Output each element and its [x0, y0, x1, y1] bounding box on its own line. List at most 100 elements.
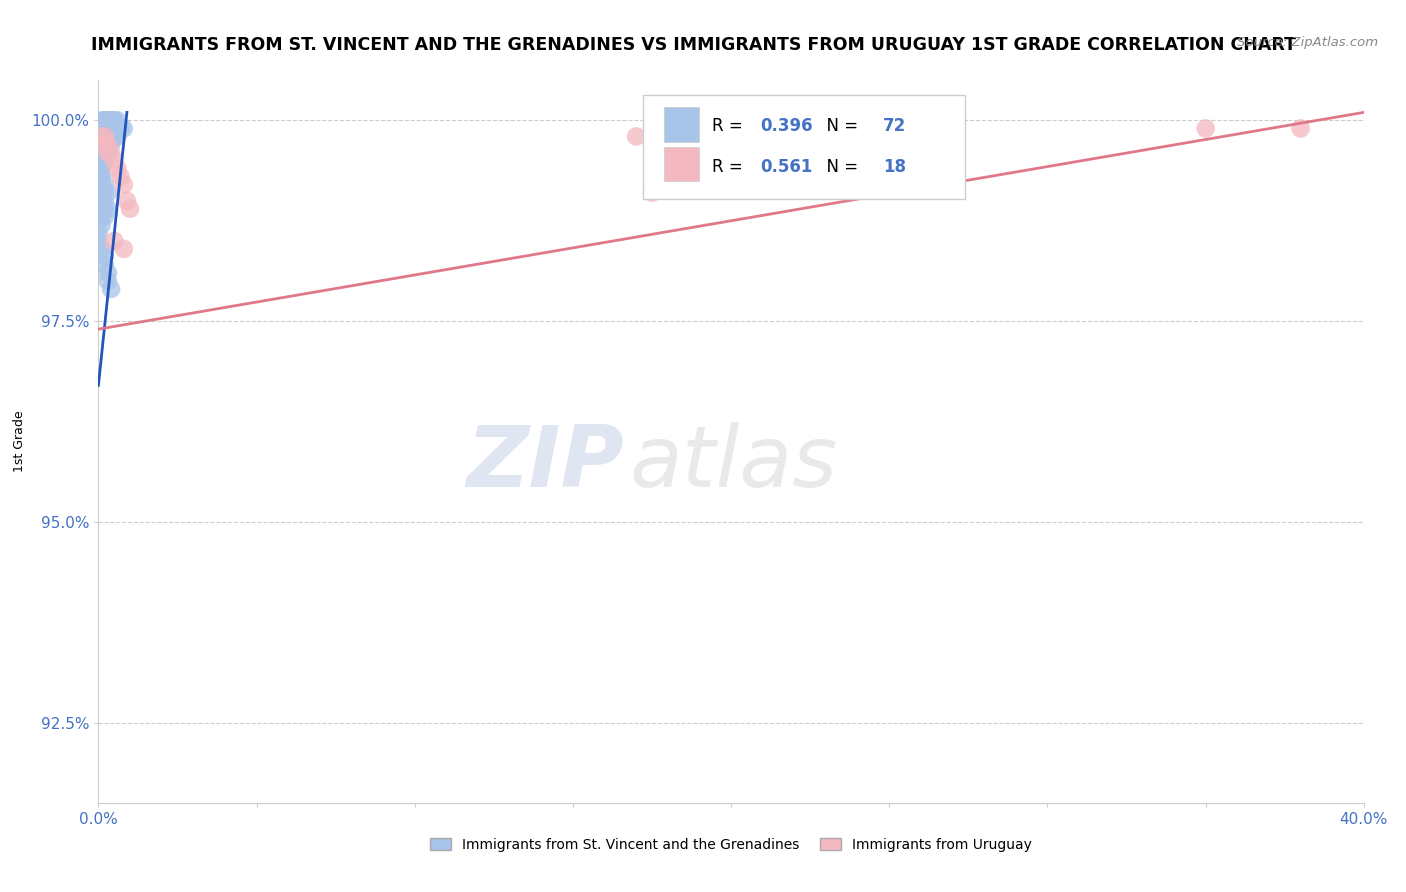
Point: [90, 194, 112, 208]
Point: [112, 242, 135, 256]
Point: [90, 113, 112, 128]
Point: [93, 121, 117, 136]
Point: [1194, 121, 1216, 136]
Point: [93, 202, 117, 216]
Point: [97, 137, 120, 152]
Point: [93, 210, 117, 224]
Point: [97, 145, 120, 160]
Legend: Immigrants from St. Vincent and the Grenadines, Immigrants from Uruguay: Immigrants from St. Vincent and the Gren…: [425, 832, 1038, 857]
Point: [100, 121, 122, 136]
Point: [93, 137, 117, 152]
FancyBboxPatch shape: [664, 147, 699, 181]
Y-axis label: 1st Grade: 1st Grade: [13, 410, 25, 473]
Text: Source: ZipAtlas.com: Source: ZipAtlas.com: [1237, 36, 1378, 49]
Point: [90, 153, 112, 168]
Point: [97, 137, 120, 152]
Text: 0.396: 0.396: [761, 117, 813, 135]
Point: [90, 218, 112, 232]
Point: [93, 145, 117, 160]
Point: [103, 129, 125, 144]
Text: N =: N =: [815, 117, 863, 135]
Point: [93, 145, 117, 160]
Point: [93, 137, 117, 152]
Point: [97, 121, 120, 136]
Point: [90, 149, 112, 163]
Point: [624, 129, 647, 144]
Point: [100, 113, 122, 128]
Point: [90, 145, 112, 160]
Point: [90, 121, 112, 136]
Point: [93, 113, 117, 128]
Point: [90, 149, 112, 163]
Point: [110, 169, 132, 184]
Point: [93, 149, 117, 163]
Point: [97, 129, 120, 144]
Point: [97, 129, 120, 144]
Point: [93, 194, 117, 208]
Text: atlas: atlas: [630, 422, 838, 505]
Point: [93, 129, 117, 144]
Point: [100, 145, 122, 160]
Point: [90, 161, 112, 176]
Point: [97, 121, 120, 136]
Point: [97, 186, 120, 200]
Point: [103, 153, 125, 168]
Text: ZIP: ZIP: [465, 422, 623, 505]
Point: [97, 274, 120, 288]
Point: [100, 282, 122, 296]
Text: N =: N =: [815, 158, 863, 176]
Point: [93, 186, 117, 200]
Point: [641, 186, 664, 200]
Text: R =: R =: [711, 117, 748, 135]
Point: [87, 234, 110, 248]
Point: [93, 250, 117, 264]
Point: [107, 161, 129, 176]
Point: [90, 137, 112, 152]
Point: [93, 121, 117, 136]
Point: [93, 129, 117, 144]
Point: [93, 137, 117, 152]
Point: [93, 153, 117, 168]
Point: [90, 153, 112, 168]
Text: 18: 18: [883, 158, 905, 176]
Point: [97, 113, 120, 128]
Point: [112, 121, 135, 136]
Text: 0.561: 0.561: [761, 158, 813, 176]
Point: [90, 129, 112, 144]
Point: [100, 137, 122, 152]
Point: [120, 202, 141, 216]
Point: [90, 169, 112, 184]
Point: [107, 121, 129, 136]
FancyBboxPatch shape: [643, 95, 966, 200]
Point: [97, 266, 120, 280]
Point: [90, 169, 112, 184]
Point: [112, 178, 135, 192]
Point: [110, 121, 132, 136]
Point: [1289, 121, 1312, 136]
Point: [93, 178, 117, 192]
Point: [103, 234, 125, 248]
Point: [90, 242, 112, 256]
Point: [90, 129, 112, 144]
Point: [97, 202, 120, 216]
Point: [103, 113, 125, 128]
Point: [115, 194, 138, 208]
Point: [93, 149, 117, 163]
Point: [107, 113, 129, 128]
Point: [90, 161, 112, 176]
Point: [90, 129, 112, 144]
Point: [93, 258, 117, 272]
Point: [93, 113, 117, 128]
Text: IMMIGRANTS FROM ST. VINCENT AND THE GRENADINES VS IMMIGRANTS FROM URUGUAY 1ST GR: IMMIGRANTS FROM ST. VINCENT AND THE GREN…: [91, 36, 1296, 54]
Point: [87, 226, 110, 240]
Point: [100, 113, 122, 128]
Text: R =: R =: [711, 158, 748, 176]
Point: [107, 129, 129, 144]
Point: [103, 113, 125, 128]
Point: [97, 113, 120, 128]
Point: [97, 145, 120, 160]
Point: [90, 178, 112, 192]
Text: 72: 72: [883, 117, 907, 135]
Point: [93, 129, 117, 144]
Point: [103, 121, 125, 136]
